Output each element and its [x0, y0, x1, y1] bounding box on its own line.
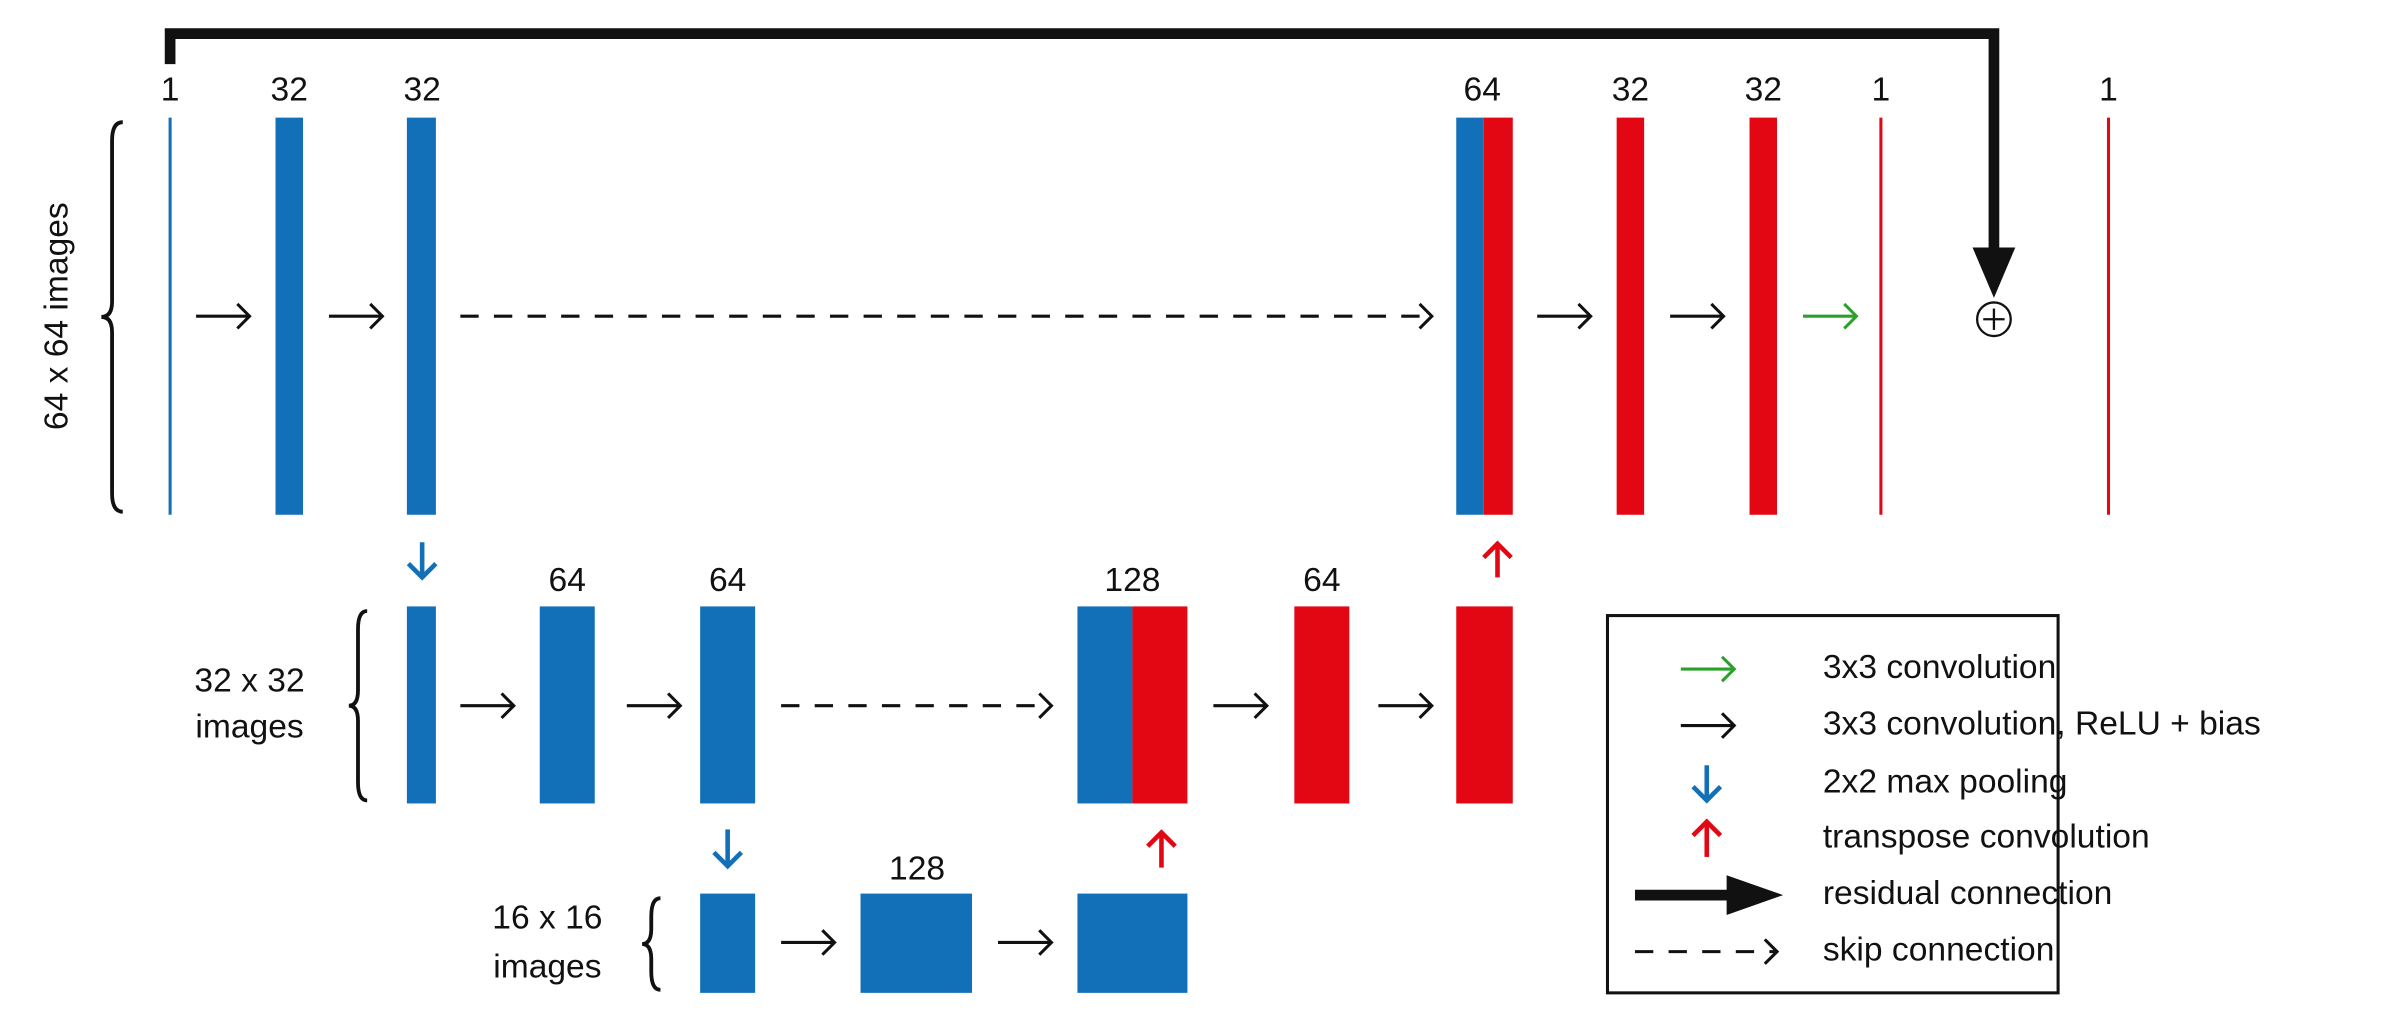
skip-connection-head [1038, 692, 1054, 719]
brace [101, 120, 123, 514]
legend-residual-head [1726, 875, 1784, 915]
arrow-head [406, 562, 438, 581]
feature-map [860, 893, 973, 993]
residual-head [1972, 247, 2016, 298]
arrow-head [1843, 302, 1859, 330]
arrow-head [1720, 712, 1737, 739]
feature-map [1616, 117, 1645, 515]
legend-box [1605, 614, 2060, 995]
channel-label: 64 [549, 562, 586, 599]
legend-skip-head [1763, 938, 1780, 965]
feature-map [1456, 606, 1513, 804]
channel-label: 1 [2099, 72, 2118, 109]
level-label: 64 x 64 images [38, 202, 75, 430]
arrow-head [1720, 655, 1737, 683]
brace [641, 896, 661, 992]
level-label: 16 x 16 [492, 899, 602, 936]
feature-map [1132, 606, 1188, 804]
arrow-head [236, 302, 252, 330]
feature-map [406, 606, 436, 804]
channel-label: 32 [1612, 72, 1649, 109]
channel-label: 32 [1745, 72, 1782, 109]
channel-label: 128 [889, 851, 945, 888]
channel-label: 1 [161, 72, 180, 109]
feature-map [1077, 606, 1133, 804]
channel-label: 32 [271, 72, 308, 109]
arrow-head [1482, 540, 1513, 560]
feature-map [700, 893, 756, 993]
channel-label: 1 [1872, 72, 1891, 109]
feature-map [539, 606, 595, 804]
arrow-head [1146, 829, 1177, 848]
skip-connection-head [1418, 302, 1434, 330]
arrow-head [1418, 692, 1434, 719]
legend-label: skip connection [1823, 932, 2055, 969]
feature-map [1483, 117, 1513, 515]
arrow-head [712, 850, 744, 870]
level-label: 32 x 32 [194, 663, 304, 700]
brace [348, 609, 368, 803]
channel-label: 64 [1464, 72, 1501, 109]
arrow-head [1253, 692, 1270, 719]
arrow-head [1710, 302, 1726, 330]
legend-label: residual connection [1823, 875, 2112, 912]
feature-map [275, 117, 304, 515]
legend-label: transpose convolution [1823, 818, 2150, 855]
feature-map [1456, 117, 1484, 515]
level-label: images [493, 948, 601, 985]
feature-map [700, 606, 756, 804]
channel-label: 128 [1104, 562, 1160, 599]
feature-map [406, 117, 436, 515]
level-label: images [195, 708, 303, 745]
arrow-head [821, 929, 837, 956]
arrow-head [369, 302, 385, 330]
feature-map [1294, 606, 1350, 804]
channel-label: 64 [709, 562, 746, 599]
arrow-head [666, 692, 683, 719]
legend-label: 3x3 convolution [1823, 649, 2056, 686]
legend-label: 3x3 convolution, ReLU + bias [1823, 705, 2261, 742]
legend-label: 2x2 max pooling [1823, 763, 2068, 800]
feature-map [1077, 893, 1188, 993]
arrow-head [1691, 818, 1723, 838]
arrow-head [1691, 785, 1723, 804]
arrow-head [1577, 302, 1593, 330]
residual-connection [164, 28, 2000, 260]
channel-label: 32 [403, 72, 440, 109]
arrow-head [1038, 929, 1054, 956]
feature-map [1749, 117, 1778, 515]
channel-label: 64 [1303, 562, 1340, 599]
arrow-head [500, 692, 516, 719]
